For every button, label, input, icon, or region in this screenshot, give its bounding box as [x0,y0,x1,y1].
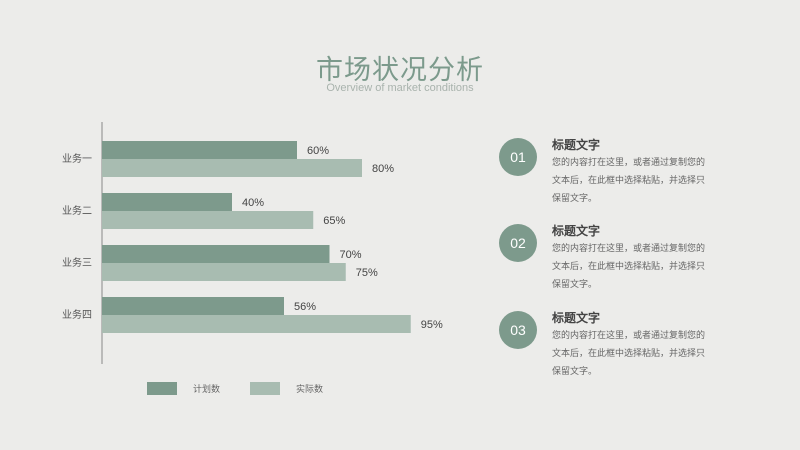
item-title: 标题文字 [552,224,601,238]
data-label: 65% [323,215,345,227]
page-subtitle: Overview of market conditions [326,82,474,94]
category-label: 业务三 [62,256,92,269]
bar-planned [102,245,330,263]
item-title: 标题文字 [552,138,601,152]
legend-label-planned: 计划数 [193,385,221,395]
text-item-1: 01 标题文字 您的内容打在这里，或者通过复制您的文本后，在此框中选择粘贴，并选… [499,138,789,208]
data-label: 75% [356,267,378,279]
data-label: 70% [340,249,362,261]
data-label: 56% [294,301,316,313]
data-label: 40% [242,197,264,209]
item-title: 标题文字 [552,311,601,325]
item-body: 您的内容打在这里，或者通过复制您的文本后，在此框中选择粘贴，并选择只保留文字。 [552,158,706,204]
legend-item-actual: 实际数 [250,382,323,395]
chart-legend: 计划数 实际数 [147,382,353,395]
legend-swatch-planned [147,382,177,395]
category-label: 业务四 [62,308,92,321]
legend-item-planned: 计划数 [147,382,220,395]
bar-actual [102,263,346,281]
bar-planned [102,193,232,211]
legend-label-actual: 实际数 [296,385,324,395]
page-title: 市场状况分析 [316,55,484,86]
data-label: 60% [307,145,329,157]
item-body: 您的内容打在这里，或者通过复制您的文本后，在此框中选择粘贴，并选择只保留文字。 [552,331,706,377]
number-badge: 03 [499,311,537,349]
category-label: 业务一 [62,152,92,165]
legend-swatch-actual [250,382,281,395]
data-label: 80% [372,163,394,175]
bar-planned [102,297,284,315]
number-badge: 02 [499,224,537,262]
bar-actual [102,211,314,229]
bar-actual [102,159,362,177]
number-badge: 01 [499,138,537,176]
bar-planned [102,141,297,159]
bar-actual [102,315,411,333]
data-label: 95% [421,319,443,331]
category-label: 业务二 [62,204,92,217]
bar-chart: 业务一 60% 80% 业务二 40% 65% 业务三 70% 75% 业务四 56% 95% [62,122,443,364]
text-item-2: 02 标题文字 您的内容打在这里，或者通过复制您的文本后，在此框中选择粘贴，并选… [499,224,789,294]
item-body: 您的内容打在这里，或者通过复制您的文本后，在此框中选择粘贴，并选择只保留文字。 [552,244,706,290]
text-item-3: 03 标题文字 您的内容打在这里，或者通过复制您的文本后，在此框中选择粘贴，并选… [499,311,789,381]
